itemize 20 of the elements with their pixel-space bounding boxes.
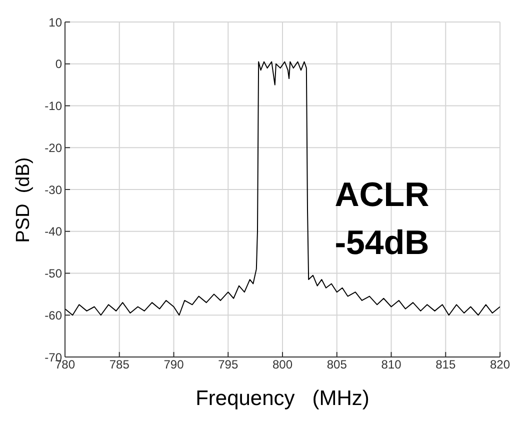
y-tick-label: -40	[44, 224, 62, 239]
y-tick-label: 10	[48, 15, 62, 30]
annotation: ACLR -54dB	[334, 175, 430, 264]
x-tick-label: 800	[272, 358, 293, 372]
y-axis-title: PSD (dB)	[13, 156, 35, 242]
y-tick-label: -50	[44, 266, 62, 281]
y-tick-label: -60	[44, 308, 62, 322]
x-tick-label: 785	[109, 358, 130, 372]
x-axis-title: Frequency (MHz)	[194, 387, 370, 411]
x-tick-label: 820	[490, 358, 510, 372]
y-tick-label: -10	[44, 99, 62, 114]
y-tick-label: 0	[55, 57, 62, 72]
y-tick-label: -30	[44, 182, 62, 197]
x-tick-label: 790	[164, 358, 184, 372]
x-tick-label: 805	[326, 358, 348, 372]
line-series	[65, 61, 500, 316]
x-tick-label: 815	[436, 358, 456, 372]
x-tick-label: 795	[218, 358, 238, 372]
y-tick-label: -20	[44, 140, 62, 155]
x-tick-label: 810	[381, 358, 402, 372]
